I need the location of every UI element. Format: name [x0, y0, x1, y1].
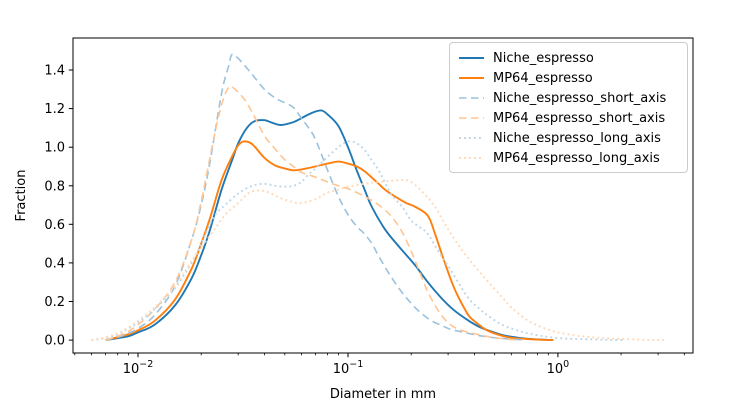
legend-item-MP64_espresso_long_axis: MP64_espresso_long_axis	[458, 148, 679, 168]
y-tick-label: 1.4	[44, 64, 65, 79]
y-tick-label: 0.4	[44, 256, 65, 271]
legend-line-sample	[459, 137, 484, 139]
y-tick-label: 0.8	[44, 179, 65, 194]
legend-item-Niche_espresso_long_axis: Niche_espresso_long_axis	[458, 128, 679, 148]
legend-line-sample	[459, 77, 484, 79]
curve-Niche_espresso_long_axis	[91, 140, 626, 342]
legend-label: MP64_espresso_short_axis	[493, 110, 666, 126]
curve-Niche_espresso	[105, 109, 554, 342]
axes-spines	[72, 37, 694, 354]
legend-label: Niche_espresso_long_axis	[493, 130, 661, 146]
legend-line-sample	[459, 97, 484, 99]
legend-label: MP64_espresso_long_axis	[493, 150, 660, 166]
x-axis-label: Diameter in mm	[329, 387, 437, 402]
legend-label: Niche_espresso_short_axis	[493, 90, 667, 106]
y-tick-label: 0.6	[44, 218, 65, 233]
y-tick-label: 0.2	[44, 295, 65, 310]
legend: Niche_espresso MP64_espresso Niche_espress…	[449, 42, 688, 173]
legend-label: Niche_espresso	[493, 50, 594, 66]
x-tick-label: 10−1	[333, 359, 364, 377]
legend-label: MP64_espresso	[493, 70, 593, 86]
x-tick-label: 100	[547, 359, 570, 377]
y-axis-label: Fraction	[14, 169, 29, 222]
y-tick-label: 1.2	[44, 102, 65, 117]
legend-item-Niche_espresso: Niche_espresso	[458, 48, 679, 68]
x-tick-label: 10−2	[123, 359, 154, 377]
legend-item-Niche_espresso_short_axis: Niche_espresso_short_axis	[458, 88, 679, 108]
y-tick-label: 1.0	[44, 141, 65, 156]
legend-line-sample	[459, 117, 484, 119]
legend-item-MP64_espresso_short_axis: MP64_espresso_short_axis	[458, 108, 679, 128]
y-tick-label: 0.0	[44, 334, 65, 349]
legend-line-sample	[459, 157, 484, 159]
legend-line-sample	[459, 57, 484, 59]
legend-item-MP64_espresso: MP64_espresso	[458, 68, 679, 88]
